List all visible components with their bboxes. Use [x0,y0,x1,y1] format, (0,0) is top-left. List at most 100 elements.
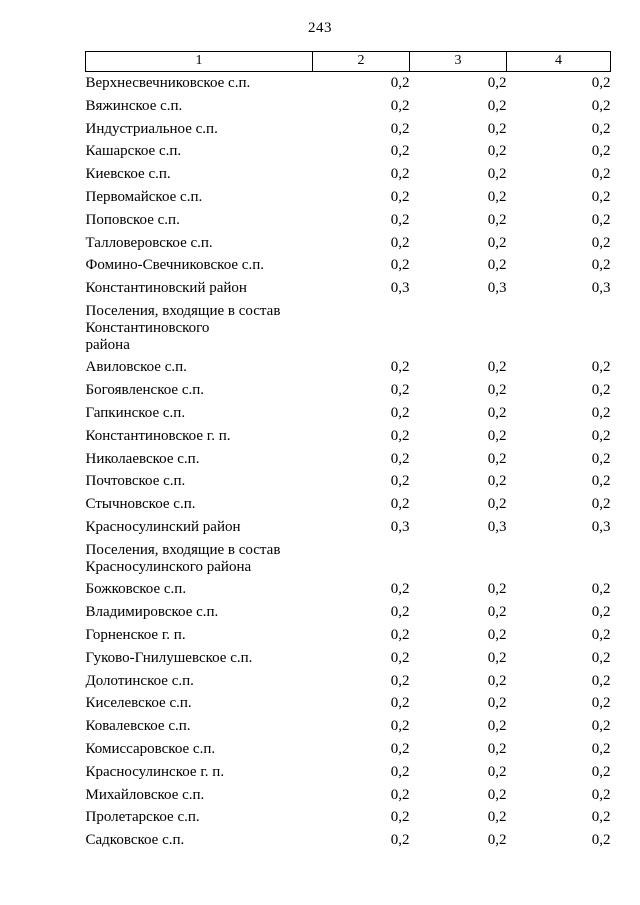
value-cell: 0,2 [390,649,410,666]
value-cell: 0,2 [390,672,410,689]
table-row: Первомайское с.п. 0,2 0,2 0,2 [86,186,611,209]
row-label-cell: Ковалевское с.п. [85,718,191,735]
value-cell: 0,2 [487,405,507,422]
value-cell: 0,2 [487,166,507,183]
row-label-cell: Долотинское с.п. [85,672,194,689]
row-label-cell: Красносулинское г. п. [85,763,225,780]
table-row: Поселения, входящие в состав Константино… [86,300,611,356]
value-cell: 0,2 [487,257,507,274]
table-row: Константиновское г. п. 0,2 0,2 0,2 [86,425,611,448]
value-cell [313,300,410,356]
value-cell: 0,2 [390,382,410,399]
value-cell: 0,2 [390,97,410,114]
value-cell: 0,2 [591,234,611,251]
row-label-cell: Стычновское с.п. [85,496,196,513]
table-row: Почтовское с.п. 0,2 0,2 0,2 [86,470,611,493]
value-cell: 0,2 [487,382,507,399]
row-label-cell: Николаевское с.п. [85,450,200,467]
value-cell: 0,2 [390,786,410,803]
value-cell [410,539,507,579]
table-row: Кашарское с.п. 0,2 0,2 0,2 [86,140,611,163]
value-cell: 0,2 [487,832,507,849]
value-cell: 0,2 [591,604,611,621]
value-cell: 0,2 [591,450,611,467]
value-cell: 0,2 [591,166,611,183]
value-cell: 0,2 [591,120,611,137]
table-row: Михайловское с.п. 0,2 0,2 0,2 [86,784,611,807]
value-cell: 0,2 [390,473,410,490]
value-cell: 0,2 [487,496,507,513]
value-cell: 0,2 [591,695,611,712]
value-cell: 0,2 [390,496,410,513]
row-label-cell: Владимировское с.п. [85,604,219,621]
value-cell: 0,2 [591,427,611,444]
row-label-cell: Авиловское с.п. [85,359,187,376]
row-label-cell: Киевское с.п. [85,166,171,183]
value-cell: 0,2 [390,75,410,92]
value-cell: 0,3 [390,519,410,536]
value-cell: 0,2 [487,450,507,467]
table-row: Гуково-Гнилушевское с.п. 0,2 0,2 0,2 [86,647,611,670]
row-label-cell: Горненское г. п. [85,627,186,644]
table-row: Поповское с.п. 0,2 0,2 0,2 [86,209,611,232]
table-row: Ковалевское с.п. 0,2 0,2 0,2 [86,715,611,738]
column-header: 2 [312,50,410,73]
value-cell: 0,2 [487,75,507,92]
value-cell: 0,2 [487,763,507,780]
value-cell: 0,2 [591,786,611,803]
value-cell: 0,2 [487,809,507,826]
value-cell: 0,2 [487,718,507,735]
value-cell: 0,2 [487,627,507,644]
value-cell: 0,2 [487,97,507,114]
table-row: Николаевское с.п. 0,2 0,2 0,2 [86,448,611,471]
row-label-cell: Верхнесвечниковское с.п. [85,75,251,92]
row-label-cell: Первомайское с.п. [85,189,203,206]
value-cell: 0,2 [390,359,410,376]
value-cell [313,539,410,579]
value-cell: 0,2 [591,473,611,490]
row-label-cell: Поповское с.п. [85,211,180,228]
value-cell: 0,3 [591,280,611,297]
value-cell: 0,2 [591,718,611,735]
value-cell: 0,2 [487,427,507,444]
value-cell: 0,2 [390,763,410,780]
value-cell: 0,2 [591,97,611,114]
page-number: 243 [308,20,332,36]
row-label-cell: Поселения, входящие в состав Красносулин… [85,541,281,575]
value-cell: 0,2 [591,257,611,274]
table-row: Божковское с.п. 0,2 0,2 0,2 [86,578,611,601]
value-cell: 0,2 [390,581,410,598]
value-cell [507,539,611,579]
table-row: Красносулинский район 0,3 0,3 0,3 [86,516,611,539]
table-row: Стычновское с.п. 0,2 0,2 0,2 [86,493,611,516]
row-label-cell: Талловеровское с.п. [85,234,213,251]
table-row: Киевское с.п. 0,2 0,2 0,2 [86,163,611,186]
value-cell: 0,2 [487,143,507,160]
row-label-cell: Комиссаровское с.п. [85,741,216,757]
value-cell: 0,2 [591,143,611,160]
value-cell: 0,2 [487,234,507,251]
table-row: Садковское с.п. 0,2 0,2 0,2 [86,829,611,852]
value-cell: 0,2 [591,359,611,376]
row-label-cell: Почтовское с.п. [85,473,186,490]
table-row: Поселения, входящие в состав Красносулин… [86,539,611,579]
value-cell: 0,2 [390,257,410,274]
value-cell: 0,2 [591,649,611,666]
value-cell: 0,2 [487,189,507,206]
column-header: 3 [409,50,507,73]
table-row: Комиссаровское с.п. 0,2 0,2 0,2 [86,738,611,761]
value-cell: 0,2 [591,496,611,513]
table-row: Фомино-Свечниковское с.п. 0,2 0,2 0,2 [86,254,611,277]
value-cell: 0,2 [390,741,410,757]
table-row: Талловеровское с.п. 0,2 0,2 0,2 [86,232,611,255]
table-row: Богоявленское с.п. 0,2 0,2 0,2 [86,379,611,402]
column-header: 1 [85,50,313,73]
table-row: Пролетарское с.п. 0,2 0,2 0,2 [86,806,611,829]
table-row: Владимировское с.п. 0,2 0,2 0,2 [86,601,611,624]
row-label-cell: Михайловское с.п. [85,786,205,803]
table-row: Константиновский район 0,3 0,3 0,3 [86,277,611,300]
value-cell: 0,2 [591,189,611,206]
value-cell: 0,2 [390,427,410,444]
